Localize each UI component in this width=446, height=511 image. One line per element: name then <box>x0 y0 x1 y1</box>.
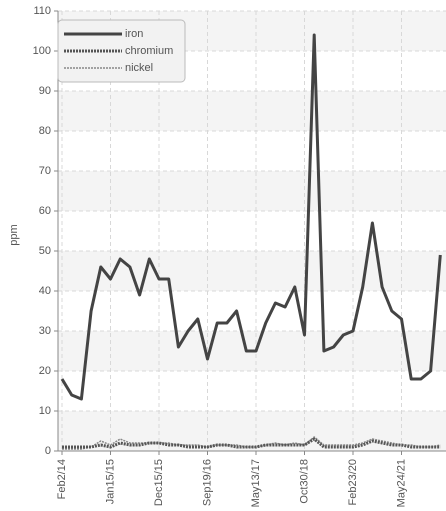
x-tick-label: Dec15/15 <box>153 459 165 506</box>
series-line <box>62 436 441 450</box>
y-tick-label: 0 <box>45 445 51 457</box>
y-tick-label: 20 <box>39 365 51 377</box>
x-tick-label: May13/17 <box>250 459 262 507</box>
band <box>58 171 446 211</box>
x-tick-label: May24/21 <box>395 459 407 507</box>
y-tick-label: 50 <box>39 245 51 257</box>
band <box>58 251 446 291</box>
legend: iron chromium nickel <box>57 19 186 83</box>
y-tick-label: 10 <box>39 405 51 417</box>
x-tick-label: Jan15/15 <box>104 459 116 504</box>
x-tick-label: Sep19/16 <box>201 459 213 506</box>
legend-label: iron <box>125 28 143 40</box>
y-tick-label: 100 <box>33 45 51 57</box>
series-line <box>62 437 441 449</box>
y-tick-label: 110 <box>33 5 51 17</box>
x-tick-label: Feb23/20 <box>347 459 359 505</box>
x-tick-label: Oct30/18 <box>298 459 310 504</box>
legend-label: nickel <box>125 62 153 74</box>
band <box>58 91 446 131</box>
y-tick-label: 80 <box>39 125 51 137</box>
y-tick-label: 40 <box>39 285 51 297</box>
series-line <box>60 33 442 401</box>
y-tick-label: 90 <box>39 85 51 97</box>
y-axis-label: ppm <box>8 224 20 245</box>
y-tick-label: 60 <box>39 205 51 217</box>
y-tick-label: 30 <box>39 325 51 337</box>
x-tick-label: Feb2/14 <box>56 459 68 499</box>
legend-label: chromium <box>125 45 173 57</box>
y-tick-label: 70 <box>39 165 51 177</box>
